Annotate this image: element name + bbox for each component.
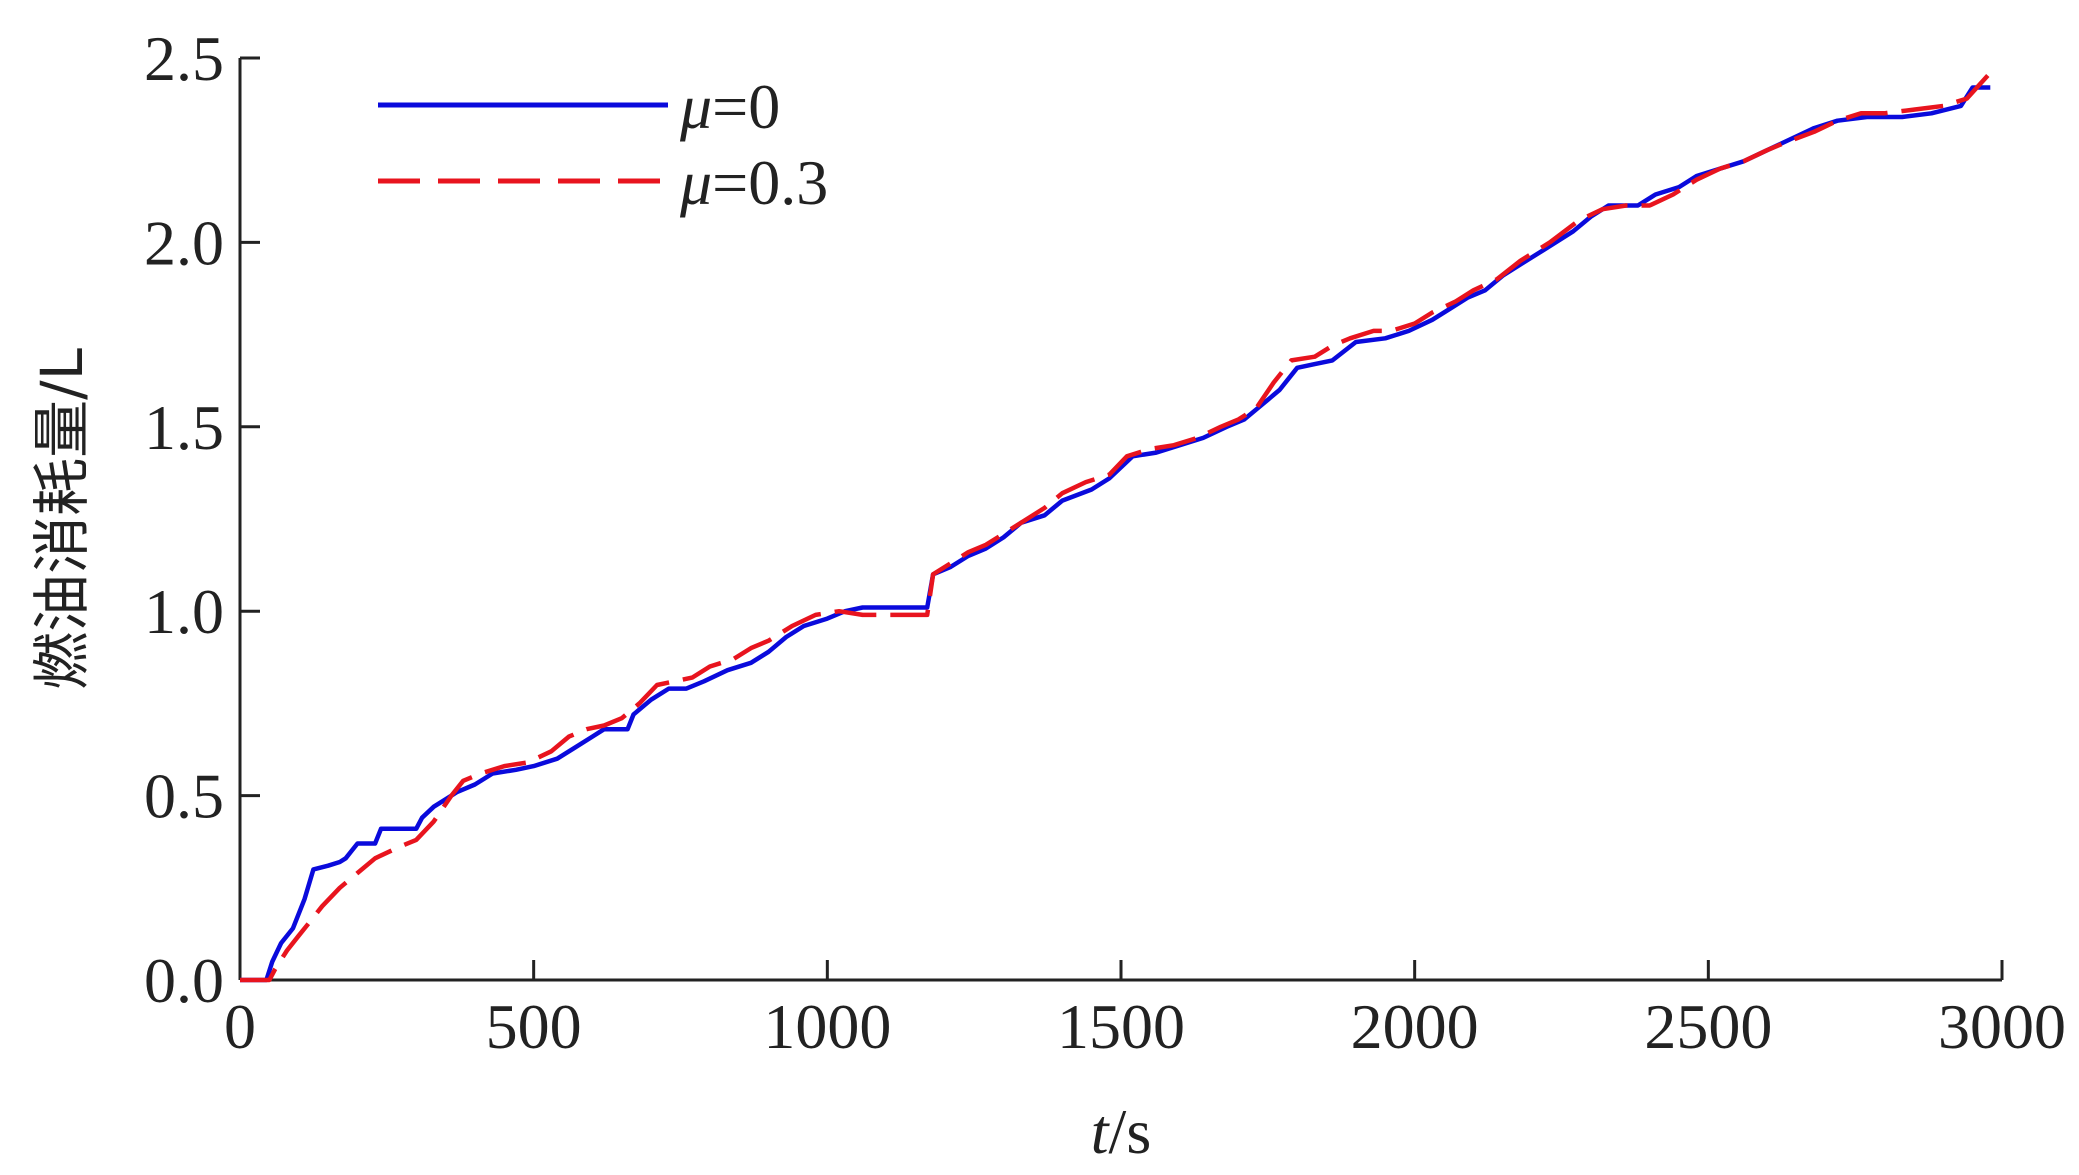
y-tick-label: 0.0 [144, 945, 224, 1016]
x-tick-label: 2500 [1644, 991, 1772, 1062]
y-tick-label: 1.0 [144, 576, 224, 647]
series-lines [240, 71, 1992, 983]
legend-label-series-1: μ=0 [679, 71, 780, 142]
legend-label-series-1-value: =0 [712, 71, 780, 142]
x-ticks: 0 500 1000 1500 2000 2500 3000 [224, 960, 2066, 1062]
x-tick-label: 0 [224, 991, 256, 1062]
x-axis-label-var: t [1091, 1096, 1111, 1167]
x-tick-label: 2000 [1351, 991, 1479, 1062]
y-tick-label: 2.5 [144, 23, 224, 94]
y-axis-label: 燃油消耗量/L [28, 348, 96, 690]
y-tick-label: 0.5 [144, 761, 224, 832]
legend: μ=0 μ=0.3 [378, 71, 828, 218]
y-tick-label: 1.5 [144, 392, 224, 463]
legend-label-series-1-var: μ [679, 71, 712, 142]
y-tick-label: 2.0 [144, 207, 224, 278]
x-axis-label: t/s [1091, 1096, 1151, 1167]
y-ticks: 0.0 0.5 1.0 1.5 2.0 2.5 [144, 23, 260, 1016]
x-axis-label-unit: /s [1109, 1096, 1152, 1167]
legend-label-series-2-var: μ [679, 147, 712, 218]
x-tick-label: 500 [486, 991, 582, 1062]
plot-axes [238, 58, 2002, 982]
legend-label-series-2: μ=0.3 [679, 147, 828, 218]
series-line-1 [240, 85, 1991, 983]
x-tick-label: 1500 [1057, 991, 1185, 1062]
series-line-2 [240, 71, 1992, 983]
legend-label-series-2-value: =0.3 [712, 147, 828, 218]
x-tick-label: 3000 [1938, 991, 2066, 1062]
x-tick-label: 1000 [763, 991, 891, 1062]
